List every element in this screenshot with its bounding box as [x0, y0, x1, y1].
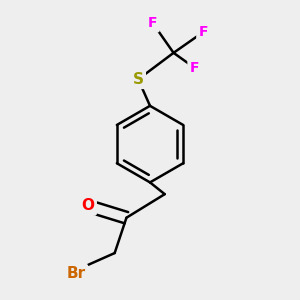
Text: S: S	[133, 72, 144, 87]
Text: Br: Br	[67, 266, 86, 281]
Text: O: O	[82, 198, 95, 213]
Text: F: F	[189, 61, 199, 75]
Text: F: F	[198, 25, 208, 39]
Text: F: F	[148, 16, 158, 30]
